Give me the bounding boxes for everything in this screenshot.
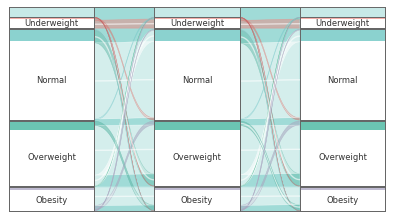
Bar	[154, 187, 240, 211]
Polygon shape	[94, 121, 154, 209]
Polygon shape	[240, 42, 300, 119]
Bar	[9, 121, 94, 186]
Polygon shape	[240, 187, 300, 205]
Text: Normal: Normal	[327, 76, 358, 85]
Polygon shape	[240, 29, 300, 211]
Bar	[300, 121, 385, 186]
Polygon shape	[240, 17, 300, 186]
Polygon shape	[240, 125, 300, 175]
Bar	[300, 29, 385, 41]
Text: Overweight: Overweight	[318, 153, 367, 162]
Polygon shape	[240, 17, 300, 211]
Text: Underweight: Underweight	[24, 19, 78, 28]
Polygon shape	[94, 29, 154, 211]
Bar	[9, 17, 94, 28]
Bar	[300, 17, 385, 28]
Polygon shape	[94, 29, 154, 211]
Polygon shape	[94, 31, 154, 186]
Polygon shape	[240, 19, 300, 28]
Text: Underweight: Underweight	[316, 19, 370, 28]
Bar	[300, 187, 385, 191]
Bar	[154, 121, 240, 186]
Bar	[154, 7, 240, 211]
Polygon shape	[240, 17, 300, 186]
Text: Obesity: Obesity	[181, 196, 213, 205]
Bar	[300, 7, 385, 211]
Bar	[9, 7, 94, 211]
Bar	[9, 121, 94, 130]
Polygon shape	[94, 42, 154, 119]
Polygon shape	[94, 18, 154, 120]
Bar	[154, 17, 240, 28]
Bar	[154, 17, 240, 19]
Bar	[154, 121, 240, 130]
Polygon shape	[240, 30, 300, 186]
Polygon shape	[94, 30, 154, 186]
Polygon shape	[94, 18, 154, 120]
Text: Normal: Normal	[36, 76, 67, 85]
Text: Normal: Normal	[182, 76, 212, 85]
Polygon shape	[94, 17, 154, 211]
Polygon shape	[240, 18, 300, 120]
Polygon shape	[94, 187, 154, 206]
Polygon shape	[240, 29, 300, 211]
Polygon shape	[240, 121, 300, 209]
Text: Overweight: Overweight	[27, 153, 76, 162]
Text: Obesity: Obesity	[35, 196, 68, 205]
Text: Underweight: Underweight	[170, 19, 224, 28]
Bar	[300, 187, 385, 211]
Bar	[9, 29, 94, 41]
Polygon shape	[94, 17, 154, 186]
Polygon shape	[240, 31, 300, 186]
Polygon shape	[94, 121, 154, 210]
Polygon shape	[240, 17, 300, 211]
Polygon shape	[94, 17, 154, 186]
Polygon shape	[94, 125, 154, 175]
Bar	[94, 7, 154, 211]
Bar	[9, 17, 94, 19]
Text: Overweight: Overweight	[172, 153, 222, 162]
Polygon shape	[240, 18, 300, 120]
Bar	[9, 187, 94, 191]
Bar	[154, 29, 240, 41]
Bar	[154, 187, 240, 191]
Bar	[154, 29, 240, 120]
Bar	[240, 7, 300, 211]
Bar	[9, 29, 94, 120]
Text: Obesity: Obesity	[326, 196, 359, 205]
Polygon shape	[94, 19, 154, 28]
Bar	[300, 17, 385, 19]
Bar	[300, 121, 385, 130]
Bar	[9, 187, 94, 211]
Bar	[300, 29, 385, 120]
Polygon shape	[94, 17, 154, 211]
Polygon shape	[240, 121, 300, 210]
